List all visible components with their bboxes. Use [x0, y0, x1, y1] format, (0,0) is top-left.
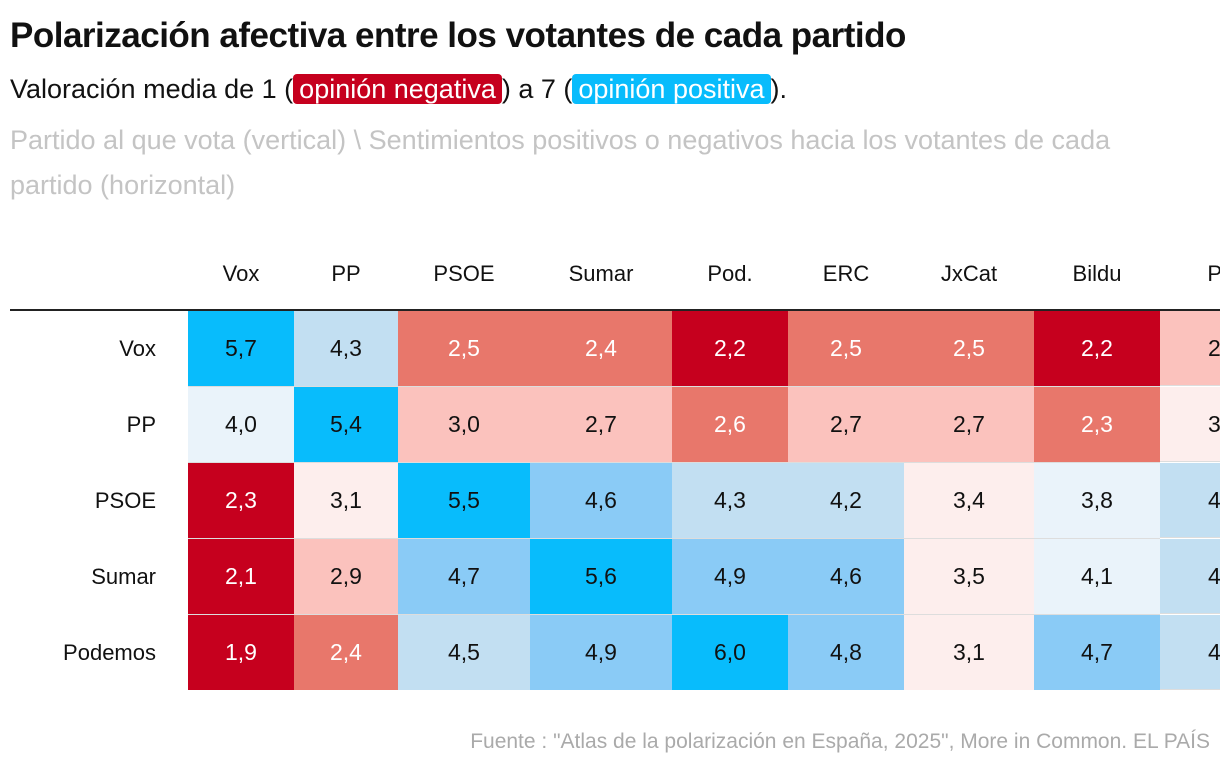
heatmap-cell: 3,4: [904, 463, 1034, 539]
heatmap-cell: 5,5: [398, 463, 530, 539]
heatmap-cell: 2,6: [672, 387, 788, 463]
heatmap-cell: 2,2: [672, 311, 788, 387]
heatmap-cell: 2,3: [1034, 387, 1160, 463]
heatmap-cell: 6,0: [672, 615, 788, 690]
row-label: PSOE: [94, 488, 156, 513]
column-header: JxCat: [940, 261, 998, 286]
heatmap-cell: 2,5: [904, 311, 1034, 387]
header-rule: [10, 309, 1220, 311]
column-header: ERC: [822, 261, 870, 286]
heatmap-cell: 2,5: [398, 311, 530, 387]
subtitle-post: ).: [770, 74, 788, 104]
heatmap-cell: 4,7: [1034, 615, 1160, 690]
positive-tag: opinión positiva: [572, 74, 771, 104]
row-label: Podemos: [63, 640, 156, 665]
heatmap: Vox PP PSOE Sumar Pod. ERC JxCat Bildu PNV Vox 5,7…: [10, 250, 1220, 690]
heatmap-cell: 5,4: [294, 387, 398, 463]
heatmap-cell: 4: [1160, 463, 1220, 538]
chart-title: Polarización afectiva entre los votantes…: [10, 16, 906, 55]
heatmap-cell: 4,6: [530, 463, 672, 539]
heatmap-cell: 4,3: [672, 463, 788, 539]
column-header: Pod.: [707, 261, 753, 286]
column-header: PNV: [1207, 261, 1220, 286]
row-label: Sumar: [91, 564, 156, 589]
heatmap-cell: 3,1: [904, 615, 1034, 690]
heatmap-cell: 2,7: [788, 387, 904, 463]
heatmap-cell: 2: [1160, 311, 1220, 386]
heatmap-cell: 4,3: [294, 311, 398, 387]
heatmap-cell: 2,5: [788, 311, 904, 387]
heatmap-cell: 4,9: [530, 615, 672, 690]
heatmap-cell: 4,9: [672, 539, 788, 615]
negative-tag: opinión negativa: [293, 74, 502, 104]
subtitle-pre: Valoración media de 1 (: [10, 74, 294, 104]
heatmap-cell: 1,9: [188, 615, 294, 690]
column-header: PSOE: [433, 261, 495, 286]
heatmap-cell: 4,0: [188, 387, 294, 463]
heatmap-cell: 4,5: [398, 615, 530, 690]
row-label: Vox: [119, 336, 156, 361]
heatmap-cell: 3: [1160, 387, 1220, 462]
column-header: Bildu: [1072, 261, 1122, 286]
heatmap-cell: 5,7: [188, 311, 294, 387]
heatmap-cell: 3,5: [904, 539, 1034, 615]
heatmap-cell: 2,1: [188, 539, 294, 615]
heatmap-cell: 4,1: [1034, 539, 1160, 615]
heatmap-cell: 4,8: [788, 615, 904, 690]
heatmap-cell: 2,4: [530, 311, 672, 387]
row-label: PP: [126, 412, 156, 437]
heatmap-cell: 3,0: [398, 387, 530, 463]
heatmap-cell: 2,3: [188, 463, 294, 539]
source-note: Fuente : "Atlas de la polarización en Es…: [470, 730, 1210, 753]
heatmap-cell: 2,9: [294, 539, 398, 615]
heatmap-cell: 4,6: [788, 539, 904, 615]
heatmap-cell: 2,7: [904, 387, 1034, 463]
chart-subtitle: Valoración media de 1 (opinión negativa)…: [10, 74, 787, 105]
column-header: Sumar: [568, 261, 634, 286]
heatmap-cell: 2,7: [530, 387, 672, 463]
heatmap-cell: 3,1: [294, 463, 398, 539]
heatmap-cell: 3,8: [1034, 463, 1160, 539]
subtitle-mid: ) a 7 (: [501, 74, 573, 104]
heatmap-cell: 2,2: [1034, 311, 1160, 387]
chart-description: Partido al que vota (vertical) \ Sentimi…: [10, 125, 1111, 200]
column-header: PP: [331, 261, 361, 286]
heatmap-cell: 2,4: [294, 615, 398, 690]
column-header: Vox: [222, 261, 260, 286]
heatmap-cell: 5,6: [530, 539, 672, 615]
heatmap-cell: 4: [1160, 539, 1220, 614]
heatmap-cell: 4,7: [398, 539, 530, 615]
heatmap-cell: 4,2: [788, 463, 904, 539]
heatmap-cell: 4: [1160, 615, 1220, 690]
